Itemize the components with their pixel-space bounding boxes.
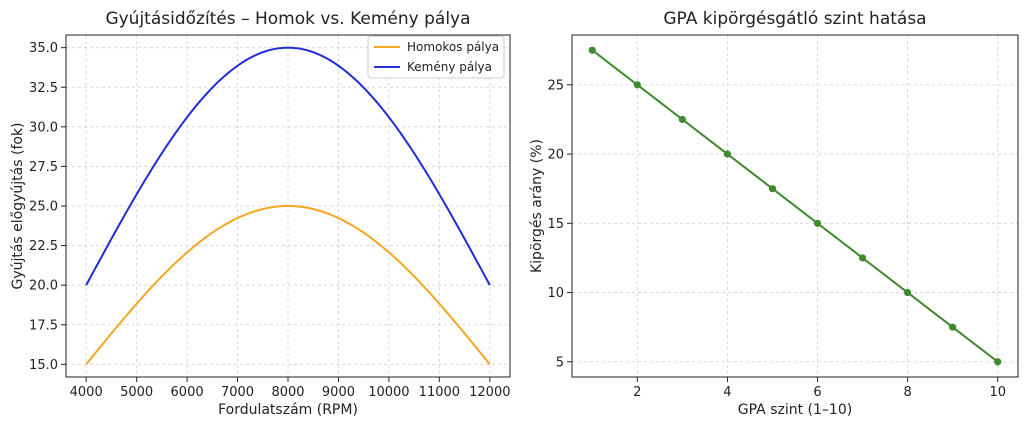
x-tick-label: 6000 (171, 385, 204, 400)
x-tick-label: 4000 (70, 385, 103, 400)
x-tick-label: 8000 (271, 385, 304, 400)
legend-label-kemeny: Kemény pálya (407, 60, 492, 74)
series-line-a (591, 49, 999, 363)
x-tick-label: 4 (723, 385, 731, 400)
data-point (633, 81, 641, 89)
gpa-traction-chart: GPA kipörgésgátló szint hatása 2 4 6 8 10 5 10… (529, 9, 1019, 418)
series-line-b (85, 46, 491, 286)
x-tick-label: 8 (903, 385, 911, 400)
legend-label-homokos: Homokos pálya (407, 40, 499, 54)
x-tick-label: 2 (633, 385, 641, 400)
x-tick-label: 9000 (322, 385, 355, 400)
data-point (994, 358, 1002, 366)
y-tick-label: 32.5 (29, 81, 58, 96)
x-axis-label: Fordulatszám (RPM) (218, 402, 358, 418)
y-tick-label: 35.0 (29, 41, 58, 56)
chart-title: GPA kipörgésgátló szint hatása (663, 9, 926, 29)
series-line-a (85, 204, 491, 365)
ticks: 2 4 6 8 10 5 10 15 20 25 (547, 78, 1006, 400)
ignition-timing-chart: Gyújtásidőzítés – Homok vs. Kemény pálya… (10, 9, 511, 418)
data-point (588, 46, 596, 54)
x-tick-label: 10000 (368, 385, 409, 400)
y-tick-label: 20.0 (29, 279, 58, 294)
y-tick-label: 15 (547, 217, 564, 232)
x-tick-label: 10 (989, 385, 1006, 400)
y-tick-label: 22.5 (29, 239, 58, 254)
y-axis-label: Kipörgés arány (%) (529, 139, 545, 273)
data-point (949, 323, 957, 331)
plot-frame (571, 34, 1019, 378)
y-axis-label: Gyújtás előgyújtás (fok) (10, 122, 26, 289)
x-tick-label: 7000 (221, 385, 254, 400)
x-tick-label: 12000 (469, 385, 510, 400)
data-point (813, 219, 822, 227)
series-group (85, 46, 491, 365)
x-tick-label: 11000 (419, 385, 460, 400)
x-axis-label: GPA szint (1–10) (738, 402, 852, 418)
grid (572, 35, 1018, 377)
y-tick-label: 25 (547, 78, 564, 93)
grid (66, 35, 510, 377)
chart-title: Gyújtásidőzítés – Homok vs. Kemény pálya (105, 9, 470, 29)
y-tick-label: 15.0 (29, 358, 58, 373)
data-point (678, 115, 686, 124)
data-point (723, 150, 732, 158)
y-tick-label: 20 (547, 148, 564, 163)
ticks: 4000 5000 6000 7000 8000 9000 10000 11000 12000 1… (29, 41, 510, 400)
y-tick-label: 25.0 (29, 200, 58, 215)
x-tick-label: 6 (813, 385, 821, 400)
y-tick-label: 17.5 (29, 318, 58, 333)
legend: Homokos pálya Kemény pálya (367, 35, 505, 79)
data-point (768, 185, 777, 193)
y-tick-label: 5 (556, 355, 564, 370)
legend-box (367, 35, 505, 79)
x-tick-label: 5000 (120, 385, 153, 400)
series-group (588, 46, 1002, 366)
data-point (904, 288, 912, 297)
y-tick-label: 27.5 (29, 160, 58, 175)
y-tick-label: 30.0 (29, 120, 58, 135)
y-tick-label: 10 (547, 286, 564, 301)
data-point (858, 254, 867, 262)
